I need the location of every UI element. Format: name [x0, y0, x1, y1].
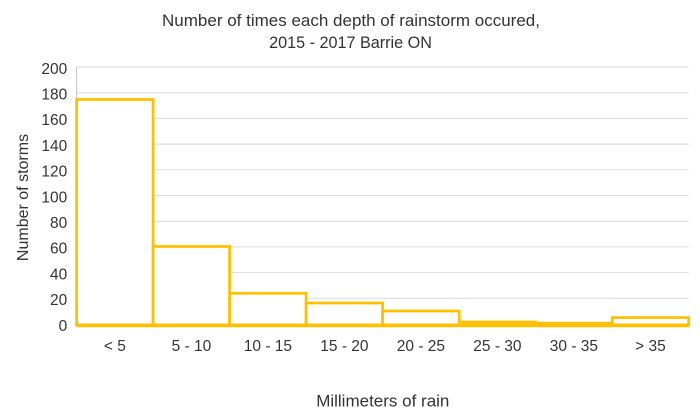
svg-text:60: 60: [50, 241, 68, 258]
svg-text:140: 140: [41, 138, 67, 155]
svg-text:25 - 30: 25 - 30: [473, 338, 522, 355]
svg-text:> 35: > 35: [635, 338, 666, 355]
svg-text:2015 - 2017 Barrie ON: 2015 - 2017 Barrie ON: [269, 34, 432, 52]
svg-text:10 - 15: 10 - 15: [244, 338, 292, 355]
svg-text:Millimeters of rain: Millimeters of rain: [316, 391, 449, 410]
svg-text:100: 100: [41, 189, 67, 206]
svg-text:80: 80: [50, 215, 68, 232]
svg-text:30 - 35: 30 - 35: [550, 338, 598, 355]
svg-text:180: 180: [41, 87, 67, 104]
svg-text:160: 160: [41, 112, 67, 129]
svg-text:Number of storms: Number of storms: [15, 134, 32, 261]
svg-text:200: 200: [41, 61, 67, 78]
svg-text:120: 120: [41, 164, 67, 181]
svg-text:< 5: < 5: [104, 338, 126, 355]
svg-text:20 - 25: 20 - 25: [397, 338, 445, 355]
svg-text:15 - 20: 15 - 20: [320, 338, 369, 355]
svg-text:0: 0: [59, 318, 68, 335]
svg-text:Number of times each depth of: Number of times each depth of rainstorm …: [162, 11, 540, 30]
svg-text:5 - 10: 5 - 10: [172, 338, 212, 355]
svg-text:40: 40: [50, 266, 68, 283]
svg-text:20: 20: [50, 292, 68, 309]
